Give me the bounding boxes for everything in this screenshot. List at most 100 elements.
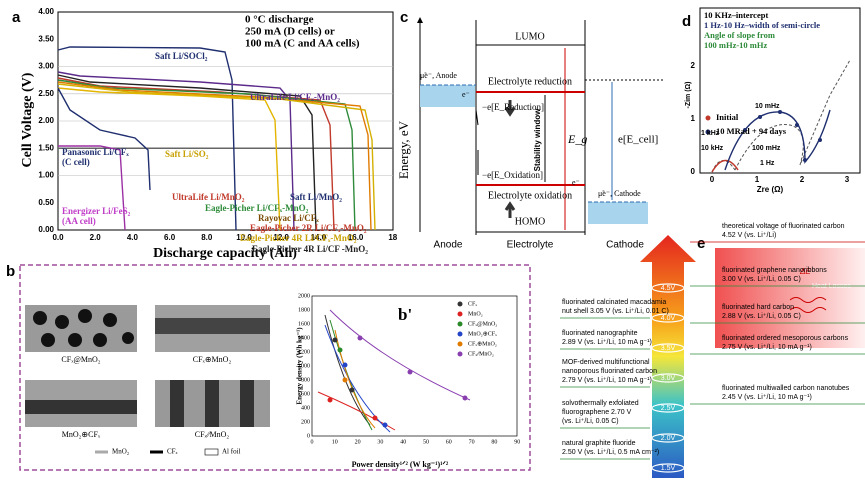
y-tick-label: 1400 [298, 335, 310, 341]
note: 0 °C discharge [245, 14, 314, 26]
level-label: 3.5V [661, 345, 676, 352]
level-ring [651, 313, 685, 323]
y-tick-label: 200 [301, 419, 310, 425]
note: 1 Hz-10 Hz–width of semi-circle [704, 20, 820, 30]
label: Electrolyte oxidation [488, 190, 572, 201]
label: fluorinated nanographite [562, 330, 638, 337]
axis-title: -Zim (Ω) [685, 82, 692, 109]
y-tick-label: 600 [301, 391, 310, 397]
x-tick-label: 70 [469, 439, 475, 445]
arrow [475, 109, 479, 175]
label: 1 kHz [701, 130, 720, 137]
label: 3.00 V (vs. Li⁺/Li, 0.05 C) [722, 276, 801, 283]
y-tick-label: 1200 [298, 349, 310, 355]
axis-title: Power density¹ᐟ² (W kg⁻¹)¹ᐟ² [352, 460, 449, 469]
image-caption: CFₓ@MnO₂ [61, 355, 100, 364]
label: 10 mHz [755, 103, 780, 110]
y-tick-label: 0 [307, 433, 310, 439]
label: −e[E_Reduction] [482, 102, 544, 112]
label: Electrolyte reduction [488, 76, 572, 87]
panel-d: d [682, 7, 861, 174]
plot-frame [699, 7, 861, 174]
plot-frame [311, 295, 518, 437]
axis-title: Energy density (Wh kg⁻¹) [296, 327, 304, 405]
x-tick-label: 0.0 [52, 233, 64, 242]
legend-marker [457, 311, 463, 317]
label: 10 kHz [701, 145, 724, 152]
label: 2.79 V (vs. Li⁺/Li, 10 mA g⁻¹) [562, 377, 652, 384]
y-tick-label: 0 [691, 167, 696, 176]
label: e⁻ [572, 178, 580, 187]
curve-label: UltraLife Li/MnO₂ [172, 192, 245, 202]
layer [25, 400, 137, 414]
y-tick-label: 0.00 [38, 225, 54, 234]
legend-label: CFₓ⊕MnO₂ [468, 341, 497, 347]
legend-label: MnO₂ [468, 311, 483, 317]
curve [711, 159, 739, 173]
curve-label: (AA cell) [62, 216, 96, 226]
label: E_g [567, 132, 587, 146]
column-label: Electrolyte [507, 240, 554, 251]
curve-label: UltraLife Li/CFₓ-MnO₂ [250, 92, 340, 102]
label: fluorinated graphene nanoribbons [722, 267, 827, 274]
label: fluorinated multiwalled carbon nanotubes [722, 385, 850, 392]
label: theoretical voltage of fluorinated carbo… [722, 223, 845, 230]
y-tick-label: 0.50 [38, 198, 54, 207]
label: 2.75 V (vs. Li⁺/Li, 10 mA g⁻¹) [722, 344, 812, 351]
label: HOMO [515, 216, 546, 227]
legend-label: CFₓ@MnO₂ [468, 321, 497, 327]
x-tick-label: 16.0 [348, 233, 364, 242]
curve-label: Rayovac Li/CFₓ [258, 213, 319, 223]
label: nut shell 3.05 V (vs. Li⁺/Li, 0.01 C) [562, 308, 669, 315]
legend-label: CFₓ∕∕MnO₂ [468, 351, 494, 357]
anode-band [420, 85, 475, 107]
x-tick-label: 50 [423, 439, 429, 445]
y-tick-label: 1800 [298, 307, 310, 313]
panel-e: e [640, 235, 865, 478]
y-tick-label: 1 [691, 114, 696, 123]
level-label: 3.0V [661, 375, 676, 382]
x-tick-label: 40 [400, 439, 406, 445]
axis-title: Energy, eV [396, 120, 411, 179]
curve-label: Eagle-Picher Li/CFₓ-MnO₂ [205, 203, 309, 213]
x-tick-label: 90 [514, 439, 520, 445]
label: 2.50 V (vs. Li⁺/Li, 0.5 mA cm⁻²) [562, 449, 659, 456]
x-tick-label: 20 [355, 439, 361, 445]
label: 100 mHz [752, 145, 781, 152]
label: ΔE [799, 267, 811, 276]
label: 2.89 V (vs. Li⁺/Li, 10 mA g⁻¹) [562, 339, 652, 346]
y-tick-label: 1.00 [38, 171, 54, 180]
curve-label: Saft Li/SO₂ [165, 149, 209, 159]
stripes [170, 380, 254, 427]
legend-marker [457, 331, 463, 337]
level-label: 1.5V [661, 465, 676, 472]
panel-label: d [682, 13, 691, 30]
label: solvothermally exfoliated [562, 400, 639, 407]
x-tick-label: 14.0 [311, 233, 327, 242]
curve-label: Eagle-Picher 4R Li/CF -MnO₂ [252, 244, 368, 254]
level-ring [651, 433, 685, 443]
column-label: Anode [434, 240, 463, 251]
legend-label: CFₓ [167, 448, 179, 456]
legend-marker [705, 115, 711, 121]
label: LUMO [515, 31, 544, 42]
panel-label: c [400, 9, 408, 26]
layer [155, 318, 270, 334]
note: 250 mA (D cells) or [245, 26, 335, 38]
level-ring [651, 283, 685, 293]
note: Angle of slope from [704, 30, 775, 40]
cathode-band [588, 202, 648, 224]
level-ring [651, 403, 685, 413]
image-caption: CFₓ⊕MnO₂ [193, 355, 232, 364]
legend-marker [457, 341, 463, 347]
panel-label: a [12, 9, 21, 26]
image-caption: CFₓ∕∕MnO₂ [195, 430, 230, 439]
note: 100 mHz-10 mHz [704, 40, 767, 50]
y-tick-label: 800 [301, 377, 310, 383]
panel-a: Cell Voltage (V) Discharge capacity (Ah)… [12, 9, 394, 261]
panel-label: b [6, 263, 15, 280]
legend-marker [705, 129, 711, 135]
x-tick-label: 2.0 [90, 233, 102, 242]
level-ring [651, 373, 685, 383]
